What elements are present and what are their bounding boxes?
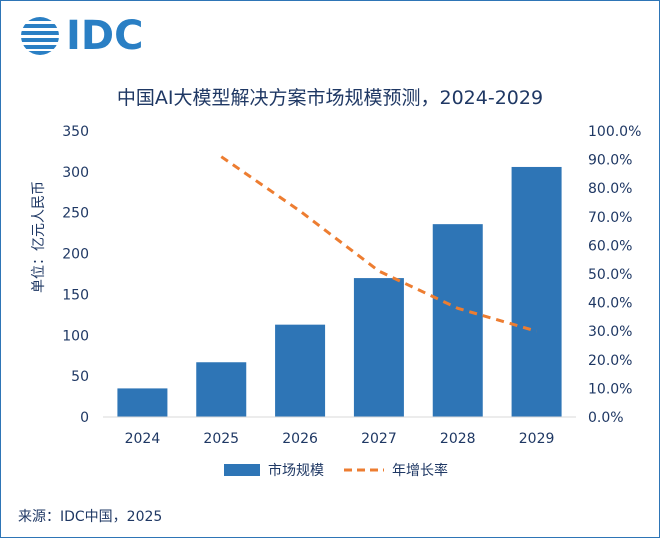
y2-axis-ticks: 0.0% 10.0% 20.0% 30.0% 40.0% 50.0% 60.0% 70.0% 8… xyxy=(588,124,641,426)
y2-tick-label: 10.0% xyxy=(588,381,632,397)
y2-tick-label: 90.0% xyxy=(588,153,632,169)
x-tick-label: 2029 xyxy=(519,431,555,447)
y2-tick-label: 80.0% xyxy=(588,181,632,197)
x-axis-ticks: 2024 2025 2026 2027 2028 2029 xyxy=(125,431,555,447)
y2-tick-label: 60.0% xyxy=(588,238,632,254)
x-tick-label: 2028 xyxy=(440,431,476,447)
globe-icon xyxy=(21,17,59,55)
y2-tick-label: 20.0% xyxy=(588,353,632,369)
logo-text: IDC xyxy=(66,13,144,59)
y2-tick-label: 0.0% xyxy=(588,410,624,426)
y-tick-label: 150 xyxy=(62,287,89,303)
y-axis-ticks: 0 50 100 150 200 250 300 350 xyxy=(62,124,89,426)
bar-2025 xyxy=(196,362,247,417)
legend-bar-swatch xyxy=(224,464,260,476)
x-tick-label: 2025 xyxy=(203,431,239,447)
bar-series xyxy=(117,166,562,417)
y-tick-label: 350 xyxy=(62,124,89,140)
y2-tick-label: 50.0% xyxy=(588,267,632,283)
chart-title: 中国AI大模型解决方案市场规模预测，2024-2029 xyxy=(117,87,543,109)
idc-logo: IDC xyxy=(20,14,143,58)
y2-tick-label: 40.0% xyxy=(588,296,632,312)
y-tick-label: 250 xyxy=(62,206,89,222)
y-tick-label: 50 xyxy=(71,369,89,385)
y-tick-label: 200 xyxy=(62,247,89,263)
legend-bar-label: 市场规模 xyxy=(268,462,324,479)
y-tick-label: 0 xyxy=(80,410,89,426)
bar-2024 xyxy=(117,388,168,417)
bar-2026 xyxy=(275,324,326,417)
y2-tick-label: 30.0% xyxy=(588,324,632,340)
y2-tick-label: 100.0% xyxy=(588,124,641,140)
legend: 市场规模 年增长率 xyxy=(224,462,448,479)
source-note: 来源：IDC中国，2025 xyxy=(18,509,163,525)
y-tick-label: 300 xyxy=(62,165,89,181)
bar-2027 xyxy=(353,278,404,417)
y2-tick-label: 70.0% xyxy=(588,210,632,226)
x-tick-label: 2027 xyxy=(361,431,397,447)
x-tick-label: 2024 xyxy=(125,431,161,447)
bar-2029 xyxy=(511,166,562,417)
growth-rate-line xyxy=(220,155,538,333)
legend-line-label: 年增长率 xyxy=(392,462,448,479)
y-tick-label: 100 xyxy=(62,328,89,344)
y-axis-label: 单位：亿元人民币 xyxy=(31,181,47,293)
bar-2028 xyxy=(432,224,483,417)
x-tick-label: 2026 xyxy=(282,431,318,447)
